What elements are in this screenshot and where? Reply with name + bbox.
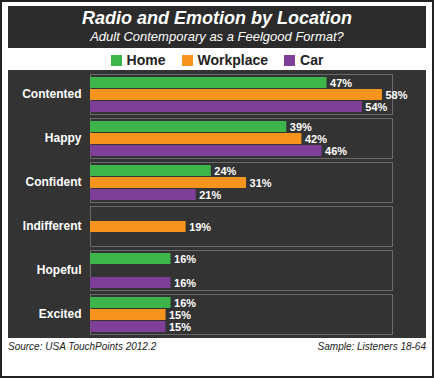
svg-text:Hopeful: Hopeful	[37, 263, 82, 277]
svg-text:58%: 58%	[385, 89, 407, 101]
html-text:Car: Car	[300, 52, 324, 68]
svg-text:54%: 54%	[365, 101, 387, 113]
svg-text:15%: 15%	[169, 321, 191, 333]
html-text:Radio and Emotion by Location: Radio and Emotion by Location	[82, 8, 352, 28]
svg-text:Excited: Excited	[39, 307, 82, 321]
svg-text:24%: 24%	[214, 165, 236, 177]
svg-text:19%: 19%	[189, 221, 211, 233]
svg-text:21%: 21%	[199, 189, 221, 201]
html-text:Adult Contemporary as a Feelgo: Adult Contemporary as a Feelgood Format?	[90, 29, 344, 44]
svg-text:Contented: Contented	[22, 87, 81, 101]
html-text:Sample: Listeners 18-64: Sample: Listeners 18-64	[317, 341, 426, 352]
svg-text:16%: 16%	[174, 253, 196, 265]
svg-text:16%: 16%	[174, 297, 196, 309]
svg-text:46%: 46%	[325, 145, 347, 157]
svg-text:15%: 15%	[169, 309, 191, 321]
svg-text:31%: 31%	[250, 177, 272, 189]
html-text:Workplace: Workplace	[197, 52, 268, 68]
svg-text:Happy: Happy	[45, 131, 82, 145]
svg-text:47%: 47%	[330, 77, 352, 89]
svg-text:16%: 16%	[174, 277, 196, 289]
svg-text:39%: 39%	[290, 121, 312, 133]
svg-text:Confident: Confident	[26, 175, 82, 189]
html-text:Source: USA TouchPoints 2012.2: Source: USA TouchPoints 2012.2	[8, 341, 157, 352]
svg-text:42%: 42%	[305, 133, 327, 145]
svg-text:Indifferent: Indifferent	[23, 219, 82, 233]
html-text:Home: Home	[126, 52, 166, 68]
